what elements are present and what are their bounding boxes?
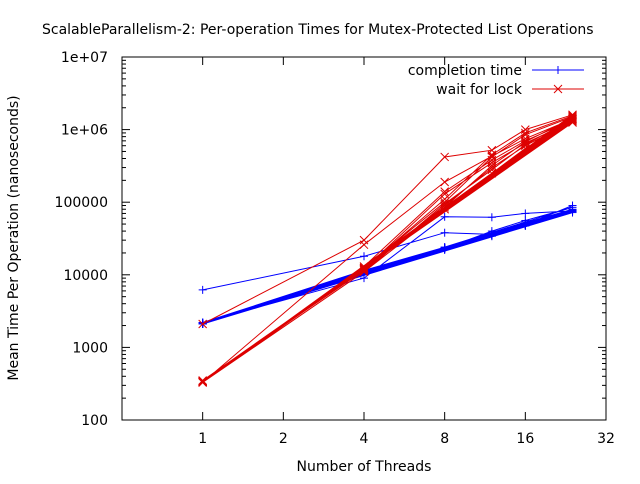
data-point xyxy=(359,265,369,274)
series-wait-for-lock xyxy=(198,110,577,387)
data-point xyxy=(198,319,208,329)
data-point xyxy=(487,213,496,222)
data-point xyxy=(520,144,530,153)
y-tick-label: 1e+07 xyxy=(61,50,108,66)
x-tick-label: 32 xyxy=(597,431,615,447)
legend-marker xyxy=(554,66,562,74)
legend-label: wait for lock xyxy=(436,82,523,98)
data-point xyxy=(520,141,530,151)
data-point xyxy=(440,212,449,221)
data-point xyxy=(521,220,530,229)
data-point xyxy=(520,128,530,138)
x-axis: 1 2 4 8 16 32 xyxy=(198,57,615,447)
data-point xyxy=(198,377,208,386)
y-axis: 100 1000 10000 100000 1e+06 1e+07 xyxy=(55,50,606,429)
y-tick-label: 1000 xyxy=(72,340,108,356)
legend-marker xyxy=(553,84,563,94)
x-tick-label: 1 xyxy=(198,431,207,447)
data-point xyxy=(198,285,207,294)
series-line xyxy=(202,114,573,383)
legend-label: completion time xyxy=(408,63,522,79)
data-point xyxy=(359,264,369,273)
y-tick-label: 1e+06 xyxy=(61,123,108,139)
chart-title: ScalableParallelism-2: Per-operation Tim… xyxy=(42,22,594,38)
x-tick-label: 2 xyxy=(279,431,288,447)
data-point xyxy=(487,161,497,170)
data-point xyxy=(359,267,369,277)
data-point xyxy=(487,230,496,239)
y-tick-label: 10000 xyxy=(63,268,108,284)
data-point xyxy=(440,199,450,209)
data-point xyxy=(440,228,449,237)
data-point xyxy=(487,168,497,178)
data-point xyxy=(359,235,369,245)
data-point xyxy=(487,151,497,161)
data-point xyxy=(440,194,450,204)
data-point xyxy=(440,201,450,210)
data-point xyxy=(568,111,577,121)
data-point xyxy=(521,209,530,218)
data-point xyxy=(568,113,577,123)
data-point xyxy=(440,152,450,162)
data-point xyxy=(568,201,577,210)
data-point xyxy=(440,177,450,187)
data-point xyxy=(520,140,530,150)
plot-frame xyxy=(121,56,607,421)
data-point xyxy=(440,243,449,252)
data-point xyxy=(568,115,577,125)
data-point xyxy=(568,112,577,122)
data-point xyxy=(487,165,497,175)
series-line xyxy=(202,205,573,325)
data-point xyxy=(359,240,369,250)
data-point xyxy=(440,187,450,196)
x-tick-label: 8 xyxy=(440,431,449,447)
y-tick-label: 100 xyxy=(81,413,108,429)
x-tick-label: 16 xyxy=(516,431,534,447)
y-axis-label: Mean Time Per Operation (nanoseconds) xyxy=(6,95,22,380)
data-point xyxy=(520,137,530,147)
data-point xyxy=(440,202,450,212)
data-point xyxy=(359,266,369,275)
series-completion-time xyxy=(198,201,577,329)
x-tick-label: 4 xyxy=(360,431,369,447)
data-point xyxy=(487,152,497,162)
data-point xyxy=(568,114,577,124)
legend: completion time wait for lock xyxy=(408,63,584,98)
plot-area xyxy=(198,110,577,387)
data-point xyxy=(520,130,530,140)
y-tick-label: 100000 xyxy=(55,195,108,211)
x-axis-label: Number of Threads xyxy=(297,459,432,475)
data-point xyxy=(487,150,497,160)
data-point xyxy=(198,378,208,387)
data-point xyxy=(359,263,369,273)
data-point xyxy=(360,252,368,261)
